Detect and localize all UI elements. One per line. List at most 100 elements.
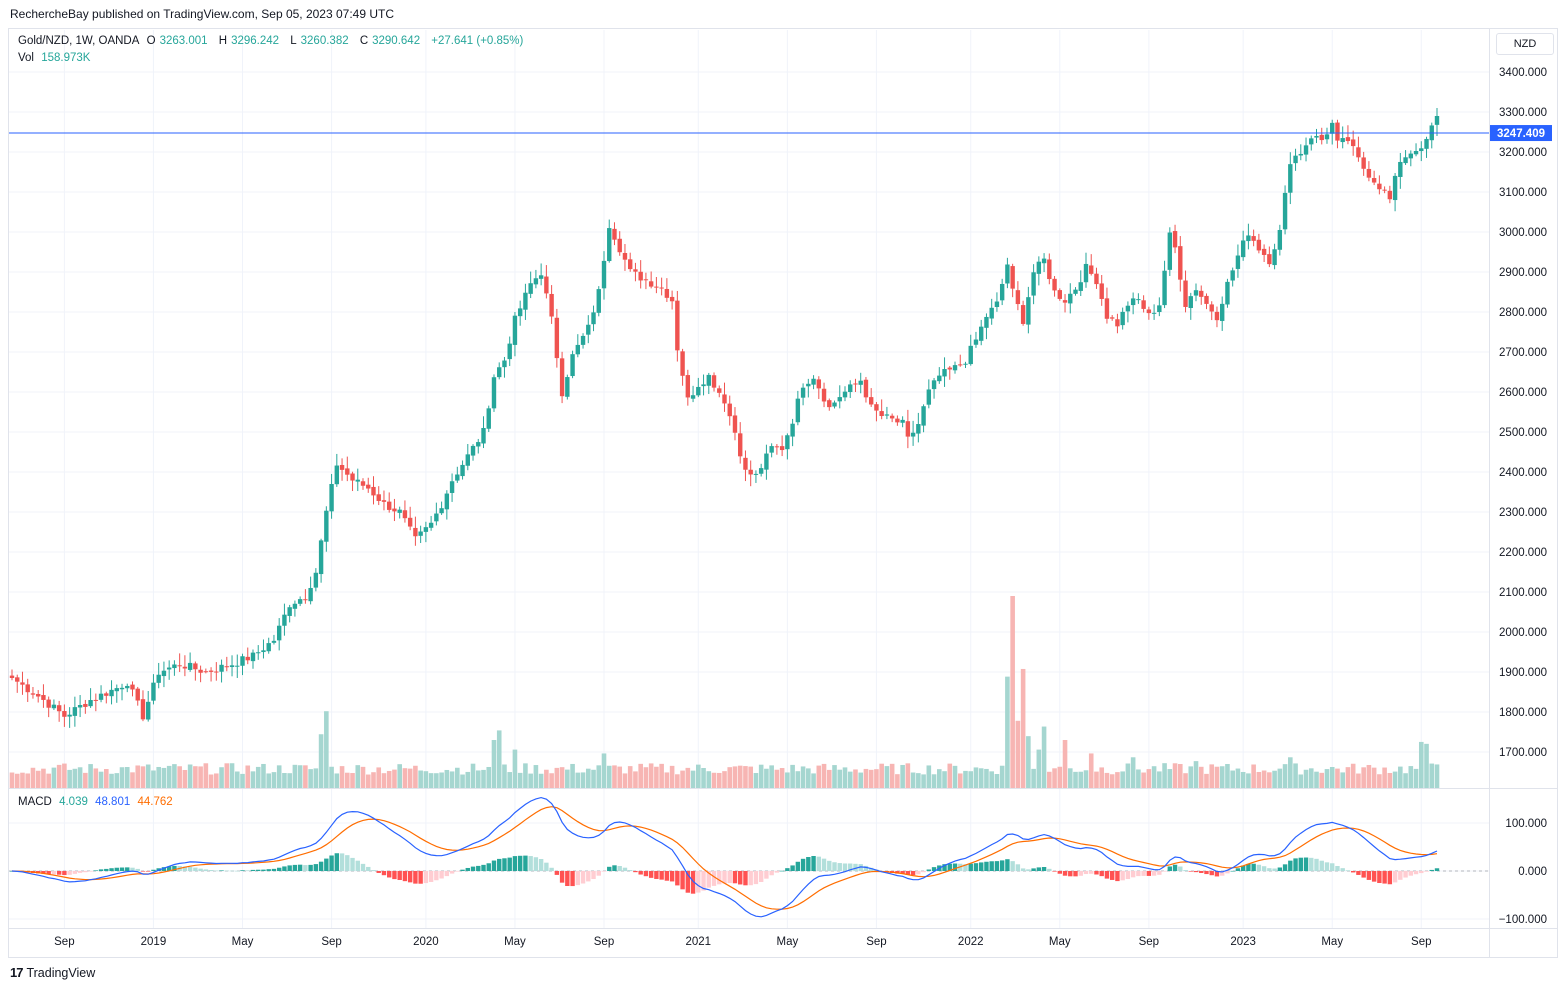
volume-bar bbox=[1078, 771, 1084, 788]
candle bbox=[1309, 135, 1314, 151]
candle bbox=[905, 409, 911, 449]
macd-histogram-bar bbox=[1146, 871, 1152, 876]
volume-bar bbox=[690, 770, 696, 788]
macd-histogram-bar bbox=[1047, 868, 1052, 871]
candle bbox=[1261, 244, 1267, 263]
candle-body bbox=[67, 714, 72, 717]
volume-bar bbox=[1371, 767, 1377, 788]
macd-histogram-bar bbox=[119, 867, 125, 871]
macd-histogram-bar bbox=[512, 856, 518, 871]
candle-body bbox=[1120, 311, 1125, 326]
volume-bar bbox=[140, 766, 146, 788]
candle bbox=[743, 450, 748, 482]
candle-body bbox=[109, 689, 114, 697]
candle bbox=[1345, 125, 1351, 145]
macd-histogram-bar bbox=[203, 869, 209, 871]
candle bbox=[46, 696, 51, 718]
candle bbox=[423, 521, 429, 543]
candle-body bbox=[1073, 289, 1078, 294]
macd-histogram-bar bbox=[1078, 871, 1083, 876]
candle bbox=[827, 398, 832, 411]
candle bbox=[591, 305, 596, 332]
volume-bar bbox=[968, 771, 974, 788]
candle-body bbox=[1424, 138, 1429, 149]
macd-histogram-bar bbox=[1130, 871, 1136, 878]
volume-bar bbox=[413, 765, 418, 788]
candle bbox=[1141, 295, 1146, 313]
macd-histogram-bar bbox=[72, 871, 78, 874]
candle-body bbox=[235, 665, 240, 667]
candle-body bbox=[261, 650, 266, 653]
volume-bar bbox=[62, 763, 67, 788]
candle bbox=[1413, 143, 1419, 157]
candle-body bbox=[706, 374, 711, 386]
candle bbox=[187, 652, 193, 672]
volume-bar bbox=[130, 772, 135, 788]
candle bbox=[9, 669, 15, 681]
candle-body bbox=[156, 674, 161, 683]
candle-body bbox=[575, 344, 581, 355]
low-label: L bbox=[290, 35, 297, 47]
candle-body bbox=[271, 640, 277, 643]
candle bbox=[785, 433, 790, 460]
volume-bar bbox=[502, 764, 507, 788]
candle-body bbox=[434, 513, 439, 522]
volume-bar bbox=[832, 765, 837, 788]
volume-bar bbox=[591, 769, 596, 788]
volume-bar bbox=[758, 764, 764, 788]
candle-body bbox=[643, 279, 649, 281]
volume-bar bbox=[947, 763, 953, 788]
candle-body bbox=[224, 666, 229, 668]
symbol-name: Gold/NZD, 1W, OANDA bbox=[18, 35, 140, 47]
macd-histogram-bar bbox=[98, 869, 104, 871]
volume-bar bbox=[1267, 772, 1272, 788]
candle bbox=[722, 382, 727, 412]
volume-bar bbox=[439, 772, 444, 788]
candle-body bbox=[193, 663, 198, 670]
candle-body bbox=[790, 423, 795, 437]
time-tick-label: Sep bbox=[594, 936, 614, 948]
volume-bar bbox=[1277, 768, 1283, 788]
macd-histogram-bar bbox=[486, 863, 491, 871]
volume-bar bbox=[1319, 772, 1325, 788]
brand[interactable]: 17 TradingView bbox=[10, 965, 95, 980]
candle-body bbox=[858, 380, 863, 385]
volume-bar bbox=[764, 768, 769, 788]
macd-histogram-bar bbox=[1345, 870, 1351, 871]
price-tick-label: 2500.000 bbox=[1499, 427, 1547, 439]
macd-histogram-bar bbox=[575, 871, 581, 886]
candle-body bbox=[863, 379, 869, 398]
volume-bar bbox=[884, 766, 890, 788]
currency-button[interactable]: NZD bbox=[1496, 33, 1554, 55]
candle bbox=[1350, 130, 1356, 156]
volume-bar bbox=[879, 763, 884, 788]
candle bbox=[83, 699, 88, 714]
volume-bar bbox=[895, 774, 900, 788]
macd-histogram-bar bbox=[638, 871, 643, 875]
candle-body bbox=[1010, 266, 1015, 289]
volume-bar bbox=[544, 769, 549, 788]
time-tick-label: Sep bbox=[1139, 936, 1159, 948]
macd-histogram-bar bbox=[1115, 871, 1120, 882]
candle bbox=[769, 443, 774, 458]
macd-histogram-bar bbox=[303, 865, 308, 871]
macd-histogram-bar bbox=[402, 871, 408, 882]
candle-body bbox=[481, 427, 486, 444]
macd-histogram-bar bbox=[1272, 868, 1277, 871]
candle bbox=[1005, 257, 1010, 289]
volume-bar bbox=[1057, 766, 1063, 788]
macd-histogram-bar bbox=[1141, 871, 1146, 876]
candle-body bbox=[187, 662, 193, 670]
candle bbox=[193, 661, 198, 681]
candle bbox=[1094, 267, 1099, 289]
candle bbox=[690, 385, 696, 403]
macd-histogram-bar bbox=[491, 860, 497, 871]
volume-bar bbox=[523, 763, 528, 788]
volume-bar bbox=[83, 772, 88, 788]
macd-histogram-bar bbox=[1340, 868, 1345, 871]
candle bbox=[62, 704, 67, 727]
macd-histogram-bar bbox=[669, 871, 675, 882]
candle bbox=[900, 416, 905, 428]
candle-body bbox=[214, 671, 219, 673]
